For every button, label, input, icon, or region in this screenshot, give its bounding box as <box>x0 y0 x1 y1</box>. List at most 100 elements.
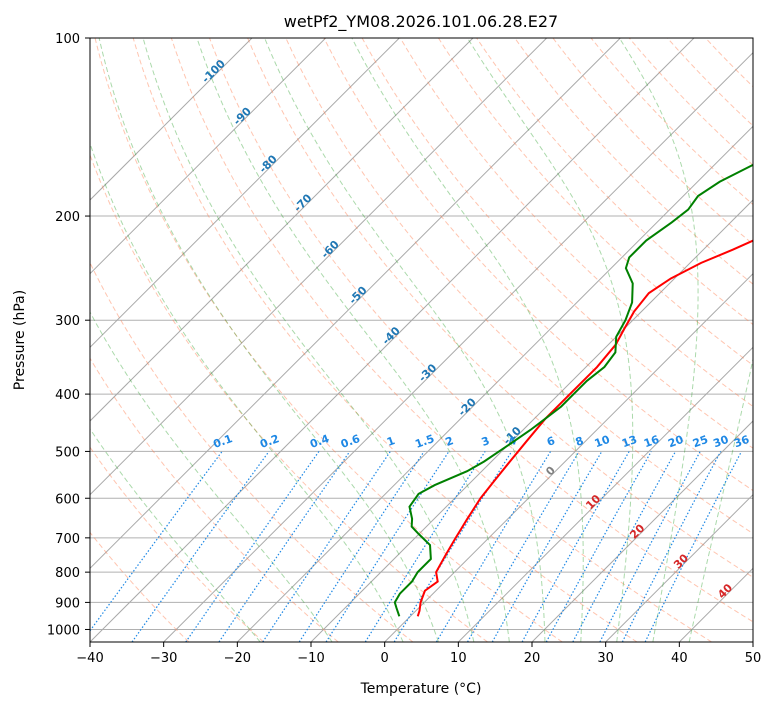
mixing-ratio-label: 6 <box>545 434 557 449</box>
mixing-ratio-line <box>218 451 351 642</box>
y-tick-label: 700 <box>55 532 80 547</box>
plot-frame <box>89 37 754 643</box>
y-tick-label: 400 <box>55 388 80 403</box>
dry-adiabat-line <box>361 38 753 449</box>
dry-adiabat-line <box>552 38 753 245</box>
moist-adiabat-line <box>196 38 510 642</box>
isotherm-line <box>678 567 753 642</box>
isotherm-line <box>531 420 753 642</box>
dry-adiabat-line <box>170 38 712 642</box>
moist-adiabat-line <box>618 38 699 642</box>
x-tick-label: 0 <box>381 651 389 666</box>
isotherm-line <box>90 38 253 201</box>
moist-adiabat-line <box>467 38 634 642</box>
mixing-ratio-line <box>572 451 677 642</box>
isotherm-line <box>457 346 753 642</box>
mixing-ratio-label: 13 <box>620 433 639 450</box>
mixing-ratio-label: 0.4 <box>308 432 331 451</box>
dry-adiabat-line <box>209 38 753 623</box>
x-tick-label: −30 <box>150 651 177 666</box>
y-tick-label: 900 <box>55 596 80 611</box>
moist-adiabat-line <box>90 428 261 642</box>
dry-adiabat-line <box>94 38 563 642</box>
isotherm-label: -30 <box>416 361 439 384</box>
isotherm-label: -60 <box>319 238 342 261</box>
mixing-ratio-label: 10 <box>593 433 612 451</box>
isotherm-label: -70 <box>291 191 314 214</box>
y-tick-label: 300 <box>55 314 80 329</box>
isotherm-label: -90 <box>231 105 254 128</box>
isotherm-line <box>752 641 753 642</box>
moist-adiabat-line <box>264 38 546 642</box>
moist-adiabat-line <box>98 38 439 642</box>
mixing-ratio-label: 25 <box>691 433 710 450</box>
dry-adiabat-line <box>90 357 339 642</box>
chart-title: wetPf2_YM08.2026.101.06.28.E27 <box>284 12 558 32</box>
y-tick-label: 800 <box>55 566 80 581</box>
x-axis: −40 −30 −20 −10 0 10 20 30 40 50 <box>76 642 761 666</box>
dry-adiabat-line <box>247 38 753 578</box>
temperature-profile-line <box>416 239 753 617</box>
x-tick-label: −10 <box>297 651 324 666</box>
isotherm-line <box>605 493 753 642</box>
background-labels: -100-90-80-70-60-50-40-30-20-10010203040… <box>199 57 751 601</box>
mixing-ratio-line <box>90 451 223 632</box>
moist-adiabat-label: 40 <box>715 581 735 601</box>
mixing-ratio-line <box>131 451 270 642</box>
moist-adiabat-line <box>142 38 475 642</box>
x-tick-label: 10 <box>450 651 467 666</box>
mixing-ratio-label: 8 <box>574 434 586 449</box>
y-tick-label: 500 <box>55 445 80 460</box>
isotherm-line <box>236 125 753 642</box>
isotherm-line <box>90 38 474 422</box>
mixing-ratio-label: 1 <box>385 434 397 449</box>
moist-adiabat-line <box>688 356 753 642</box>
isotherm-line <box>163 51 753 642</box>
moist-adiabat-label: 20 <box>627 521 647 541</box>
isotherm-label: -80 <box>257 152 280 175</box>
profile-lines <box>393 163 753 617</box>
x-tick-label: 20 <box>524 651 541 666</box>
x-axis-label: Temperature (°C) <box>360 681 482 697</box>
mixing-ratio-line <box>298 451 425 642</box>
mixing-ratio-label: 0.1 <box>211 432 234 451</box>
dry-adiabat-line <box>667 38 753 127</box>
dry-adiabat-line <box>323 38 753 492</box>
isotherm-label: -50 <box>346 284 369 307</box>
mixing-ratio-label: 0.6 <box>339 432 362 451</box>
moist-adiabat-line <box>90 311 333 642</box>
y-axis: 100 200 300 400 500 600 700 800 900 1000 <box>47 32 90 638</box>
isotherm-line <box>90 38 621 570</box>
x-tick-label: 50 <box>745 651 762 666</box>
isotherm-line <box>90 38 695 642</box>
moist-adiabat-label: 30 <box>671 551 691 571</box>
mixing-ratio-label: 30 <box>711 433 730 451</box>
mixing-ratio-label: 0.2 <box>258 432 281 451</box>
y-tick-label: 1000 <box>47 623 80 638</box>
mixing-ratio-line <box>325 451 450 642</box>
dewpoint-profile-line <box>393 163 753 617</box>
isotherm-line <box>90 38 548 496</box>
mixing-ratio-label: 36 <box>732 433 751 451</box>
mixing-ratio-label: 1.5 <box>413 432 436 451</box>
x-tick-label: −40 <box>76 651 103 666</box>
mixing-ratio-line <box>644 451 743 642</box>
moist-adiabat-label: 10 <box>583 492 603 512</box>
x-tick-label: −20 <box>224 651 251 666</box>
dry-adiabat-line <box>705 38 753 88</box>
y-tick-label: 600 <box>55 492 80 507</box>
y-tick-label: 200 <box>55 210 80 225</box>
y-tick-label: 100 <box>55 32 80 47</box>
mixing-ratio-label: 2 <box>444 434 456 449</box>
moist-adiabat-line <box>90 142 404 642</box>
mixing-ratio-label: 16 <box>642 433 661 451</box>
mixing-ratio-line <box>545 451 652 642</box>
mixing-ratio-line <box>185 451 320 642</box>
isotherm-label: -100 <box>199 57 228 86</box>
mixing-ratio-line <box>262 451 391 642</box>
mixing-ratio-line <box>364 451 486 642</box>
dry-adiabat-line <box>476 38 753 326</box>
mixing-ratio-line <box>621 451 722 642</box>
dry-adiabat-line <box>90 446 264 642</box>
